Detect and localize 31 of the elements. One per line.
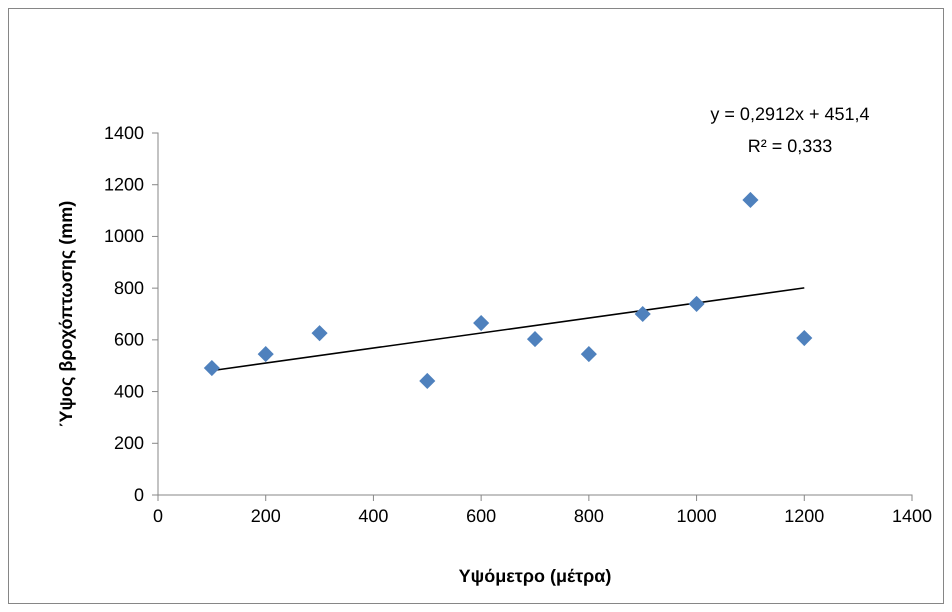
point — [688, 296, 705, 312]
y-tick-label: 200 — [114, 433, 144, 454]
point — [796, 330, 812, 346]
point — [742, 192, 758, 208]
y-axis-title: Ύψος βροχόπτωσης (mm) — [56, 200, 76, 428]
x-tick-label: 200 — [250, 506, 281, 526]
x-tick-label: 600 — [466, 506, 496, 526]
point — [634, 306, 651, 322]
x-tick-label: 0 — [152, 506, 164, 526]
point — [526, 331, 544, 348]
y-tick-label: 400 — [114, 381, 144, 402]
y-tick-label: 1400 — [104, 122, 144, 143]
point — [580, 346, 597, 362]
point — [258, 346, 274, 362]
x-tick-label: 800 — [574, 506, 604, 526]
point — [312, 325, 328, 342]
point — [419, 372, 436, 390]
x-tick-label: 1000 — [676, 506, 717, 526]
x-tick-label: 1200 — [784, 506, 824, 526]
x-tick-label: 1400 — [892, 506, 932, 526]
x-tick-label: 400 — [358, 506, 388, 526]
point — [473, 314, 490, 332]
point — [204, 360, 220, 376]
y-tick-label: 0 — [134, 484, 144, 505]
y-tick-label: 600 — [114, 330, 144, 350]
annotation: R² = 0,333 — [748, 136, 832, 156]
y-tick-label: 800 — [114, 278, 144, 298]
text: y = 0,2912x + 451,4 — [710, 104, 870, 124]
y-tick-label: 1200 — [104, 174, 144, 194]
y-tick-label: 1000 — [104, 226, 144, 246]
x-axis-title: Υψόμετρο (μέτρα) — [458, 566, 612, 586]
